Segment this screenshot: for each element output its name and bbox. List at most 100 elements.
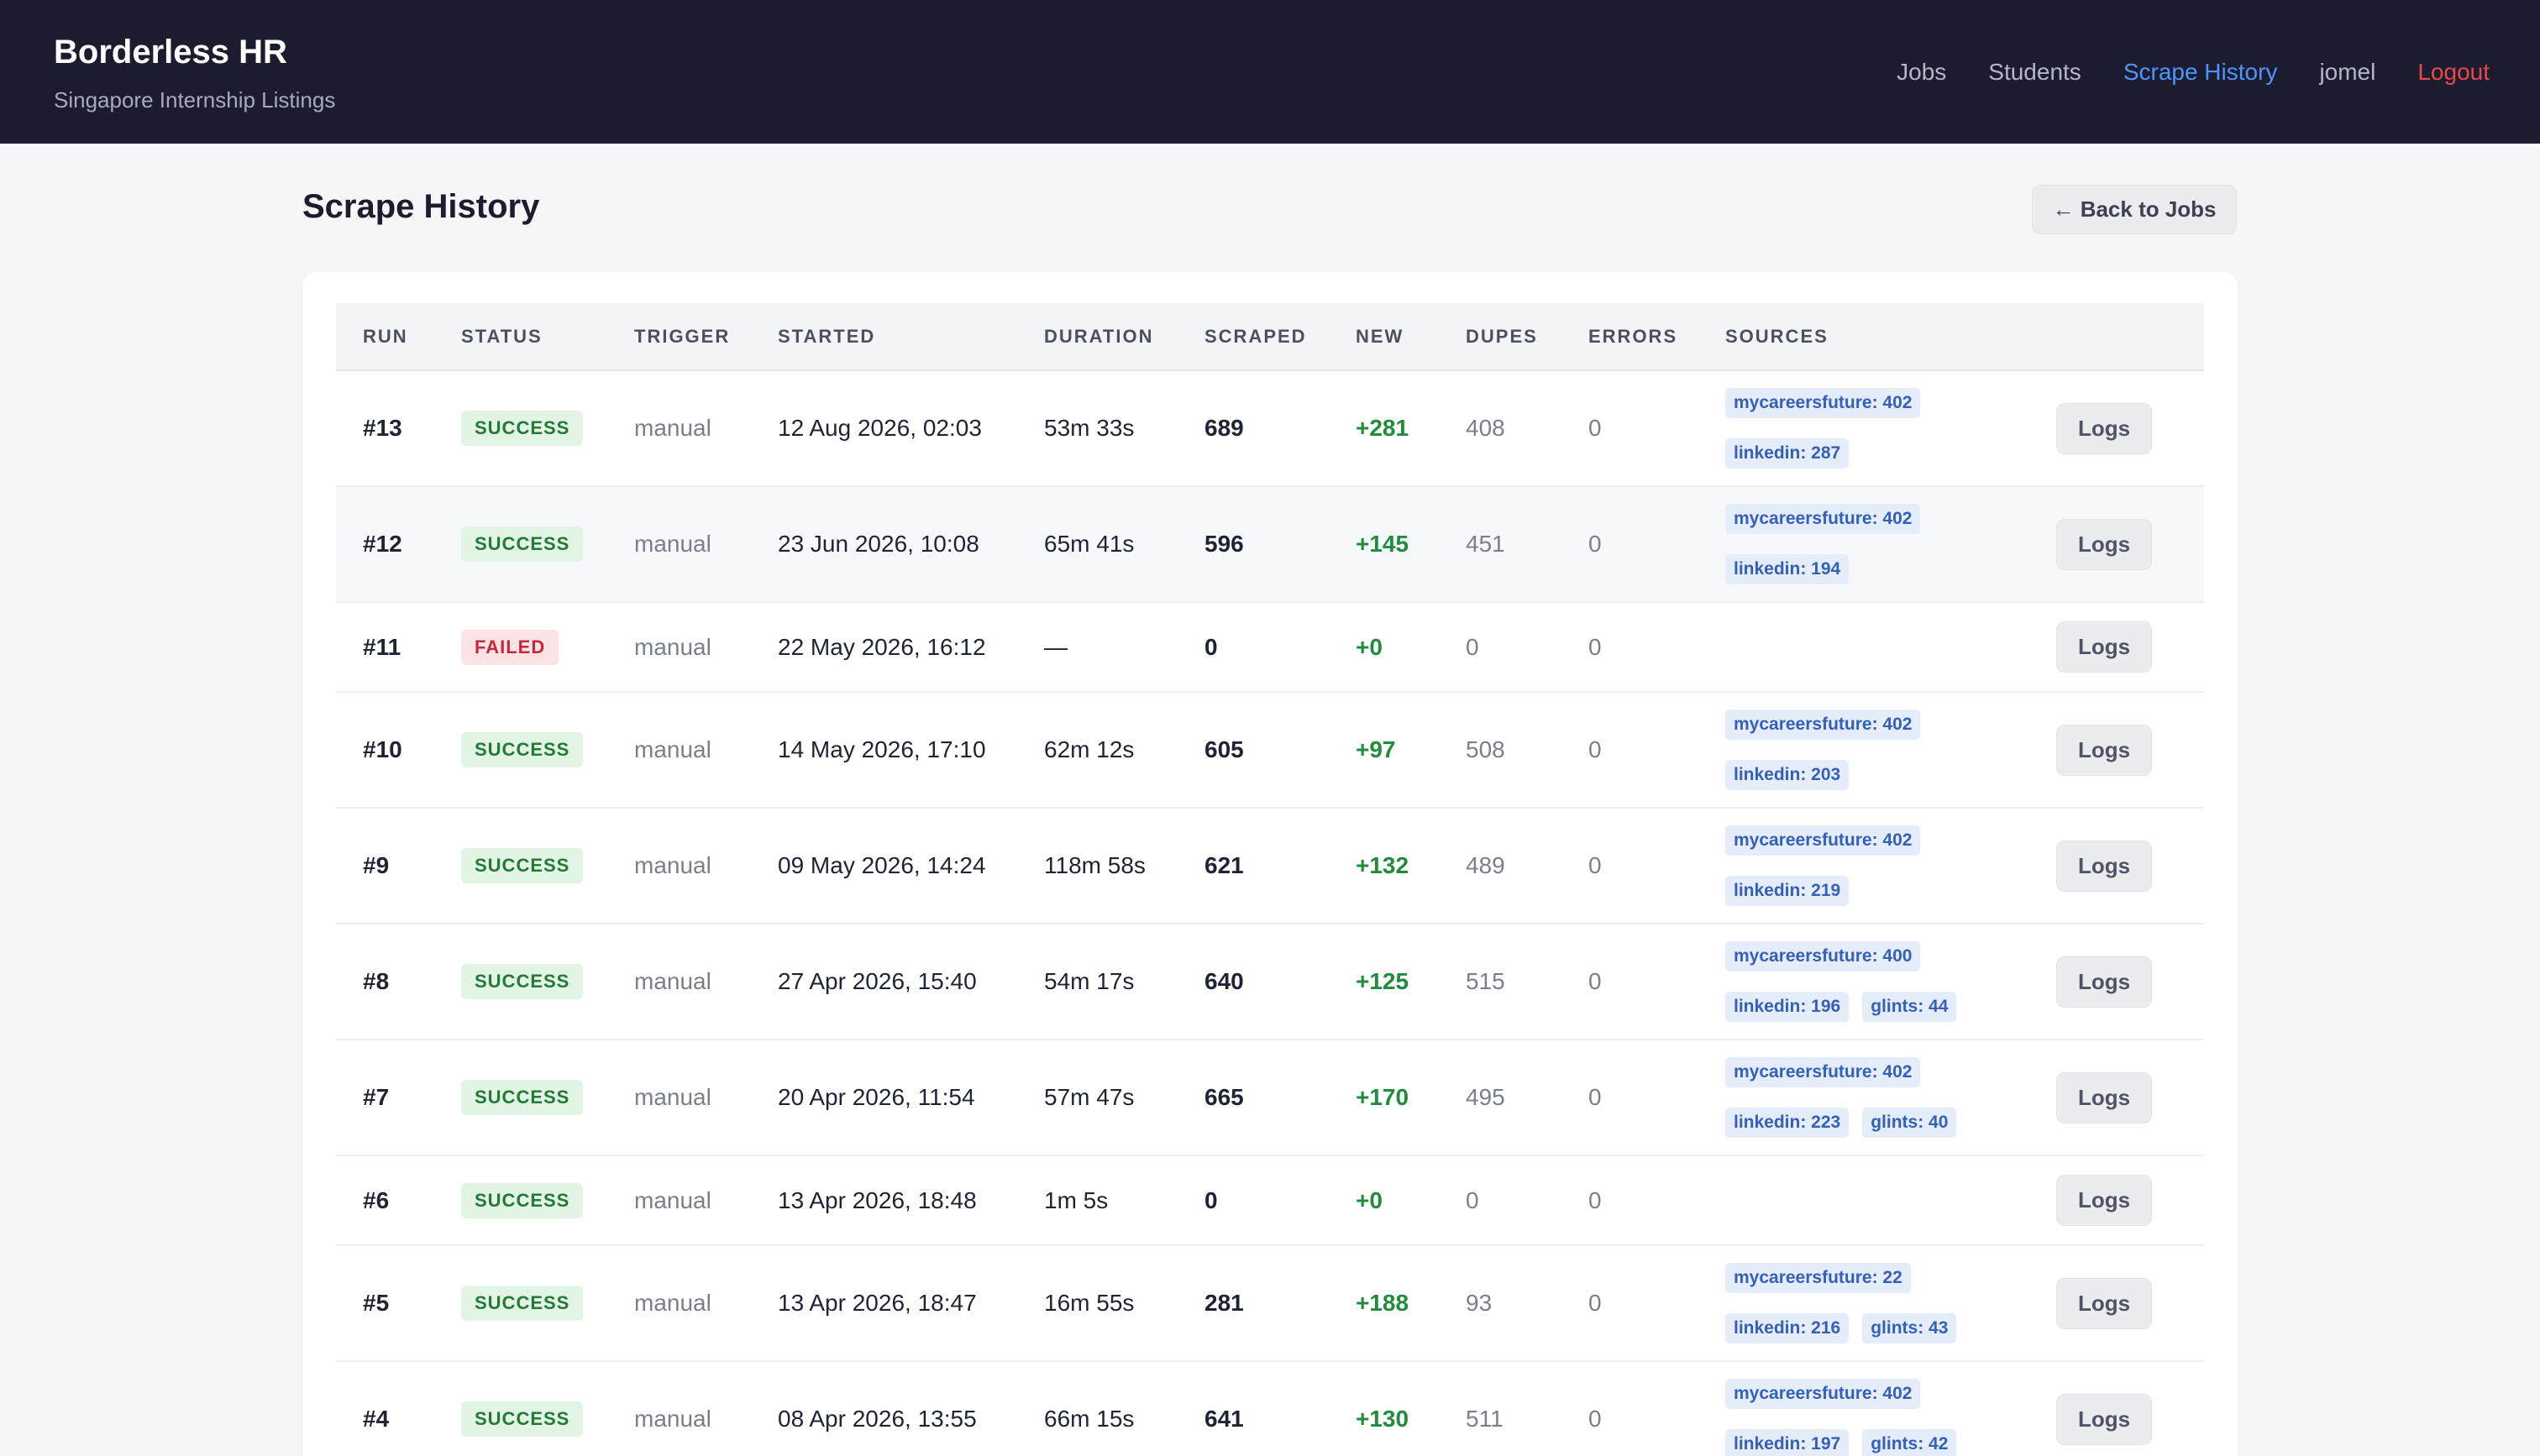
trigger-cell: manual (634, 1406, 711, 1432)
new-count: +0 (1356, 1186, 1383, 1213)
duration-cell: 57m 47s (1044, 1084, 1135, 1110)
run-number: #5 (363, 1290, 390, 1316)
column-header-run: RUN (363, 325, 408, 347)
source-chip: glints: 40 (1862, 1108, 1957, 1138)
source-chip: linkedin: 223 (1725, 1108, 1850, 1138)
logs-button[interactable]: Logs (2056, 621, 2152, 673)
status-badge: SUCCESS (461, 964, 584, 999)
errors-count: 0 (1588, 968, 1602, 994)
status-cell: SUCCESS (434, 1245, 607, 1361)
status-badge: SUCCESS (461, 848, 584, 883)
back-to-jobs-button[interactable]: ← Back to Jobs (2032, 185, 2237, 234)
scraped-count: 281 (1204, 1290, 1244, 1316)
sources-cell: mycareersfuture: 402 linkedin: 194 (1698, 486, 2056, 602)
new-count: +170 (1356, 1084, 1409, 1110)
status-badge: SUCCESS (461, 732, 584, 767)
status-cell: SUCCESS (434, 924, 607, 1040)
source-chip: linkedin: 196 (1725, 992, 1850, 1022)
dupes-count: 511 (1466, 1406, 1504, 1432)
logs-button[interactable]: Logs (2056, 956, 2152, 1008)
duration-cell: 53m 33s (1044, 415, 1135, 441)
run-number: #10 (363, 736, 402, 762)
sources-cell (1698, 602, 2056, 692)
source-chip: glints: 42 (1862, 1429, 1957, 1456)
brand-title[interactable]: Borderless HR (54, 34, 287, 71)
new-count: +125 (1356, 968, 1409, 994)
logs-button[interactable]: Logs (2056, 402, 2152, 454)
source-chip: glints: 43 (1862, 1313, 1957, 1343)
table-row: #8 SUCCESS manual 27 Apr 2026, 15:40 54m 17s… (336, 924, 2204, 1040)
run-number: #7 (363, 1084, 390, 1110)
table-row: #6 SUCCESS manual 13 Apr 2026, 18:48 1m 5s 0 +… (336, 1155, 2204, 1245)
sources-list: mycareersfuture: 402 linkedin: 203 (1725, 710, 2011, 790)
trigger-cell: manual (634, 1084, 711, 1110)
dupes-count: 495 (1466, 1084, 1505, 1110)
nav-link-user[interactable]: jomel (2319, 59, 2376, 85)
errors-count: 0 (1588, 736, 1602, 762)
actions-cell: Logs (2056, 692, 2204, 808)
nav-link-jobs[interactable]: Jobs (1897, 59, 1947, 85)
actions-cell: Logs (2056, 602, 2204, 692)
sources-cell: mycareersfuture: 22 linkedin: 216 glints: … (1698, 1245, 2056, 1361)
logout-link[interactable]: Logout (2417, 59, 2490, 85)
status-badge: SUCCESS (461, 411, 584, 446)
scraped-count: 0 (1204, 1186, 1218, 1213)
brand-subtitle: Singapore Internship Listings (54, 87, 336, 113)
source-chip: mycareersfuture: 402 (1725, 1379, 1921, 1409)
scraped-count: 0 (1204, 633, 1218, 660)
trigger-cell: manual (634, 633, 711, 660)
dupes-count: 93 (1466, 1290, 1493, 1316)
status-cell: SUCCESS (434, 370, 607, 486)
source-chip: mycareersfuture: 22 (1725, 1263, 1911, 1293)
source-chip: linkedin: 287 (1725, 438, 1850, 469)
dupes-count: 0 (1466, 633, 1479, 660)
logs-button[interactable]: Logs (2056, 724, 2152, 776)
column-header-new: NEW (1356, 325, 1404, 347)
source-chip: linkedin: 203 (1725, 760, 1850, 790)
table-row: #13 SUCCESS manual 12 Aug 2026, 02:03 53m 33… (336, 370, 2204, 486)
duration-cell: 62m 12s (1044, 736, 1135, 762)
sources-cell: mycareersfuture: 402 linkedin: 223 glints:… (1698, 1040, 2056, 1155)
status-cell: SUCCESS (434, 692, 607, 808)
run-number: #6 (363, 1186, 390, 1213)
source-chip: mycareersfuture: 400 (1725, 941, 1921, 972)
dupes-count: 451 (1466, 531, 1505, 557)
errors-count: 0 (1588, 415, 1602, 441)
logs-button[interactable]: Logs (2056, 1277, 2152, 1329)
status-badge: FAILED (461, 629, 559, 665)
sources-cell: mycareersfuture: 400 linkedin: 196 glints:… (1698, 924, 2056, 1040)
logs-button[interactable]: Logs (2056, 1393, 2152, 1445)
logs-button[interactable]: Logs (2056, 1071, 2152, 1123)
source-chip: linkedin: 219 (1725, 876, 1850, 906)
column-header-actions (2056, 303, 2204, 370)
started-cell: 23 Jun 2026, 10:08 (778, 531, 979, 557)
sources-list: mycareersfuture: 400 linkedin: 196 glints:… (1725, 941, 2011, 1022)
duration-cell: 118m 58s (1044, 852, 1146, 878)
table-row: #7 SUCCESS manual 20 Apr 2026, 11:54 57m 47s… (336, 1040, 2204, 1155)
errors-count: 0 (1588, 852, 1602, 878)
sources-cell: mycareersfuture: 402 linkedin: 219 (1698, 808, 2056, 924)
started-cell: 08 Apr 2026, 13:55 (778, 1406, 977, 1432)
scrape-history-table: RUN STATUS TRIGGER STARTED DURATION SCRAPED NE… (336, 303, 2204, 1456)
nav-link-students[interactable]: Students (1988, 59, 2081, 85)
main-nav: Jobs Students Scrape History jomel Logou… (1897, 59, 2490, 86)
duration-cell: 16m 55s (1044, 1290, 1135, 1316)
actions-cell: Logs (2056, 486, 2204, 602)
logs-button[interactable]: Logs (2056, 1175, 2152, 1226)
status-cell: SUCCESS (434, 1040, 607, 1155)
dupes-count: 489 (1466, 852, 1505, 878)
started-cell: 20 Apr 2026, 11:54 (778, 1084, 975, 1110)
started-cell: 14 May 2026, 17:10 (778, 736, 986, 762)
back-to-jobs-label: ← Back to Jobs (2052, 196, 2217, 222)
actions-cell: Logs (2056, 924, 2204, 1040)
logs-button[interactable]: Logs (2056, 840, 2152, 892)
sources-cell: mycareersfuture: 402 linkedin: 197 glints:… (1698, 1361, 2056, 1456)
nav-link-scrape-history[interactable]: Scrape History (2123, 59, 2278, 85)
scraped-count: 689 (1204, 415, 1244, 441)
logs-button[interactable]: Logs (2056, 518, 2152, 570)
started-cell: 22 May 2026, 16:12 (778, 633, 986, 660)
source-chip: mycareersfuture: 402 (1725, 825, 1921, 856)
dupes-count: 508 (1466, 736, 1505, 762)
duration-cell: 1m 5s (1044, 1186, 1109, 1213)
run-number: #8 (363, 968, 390, 994)
